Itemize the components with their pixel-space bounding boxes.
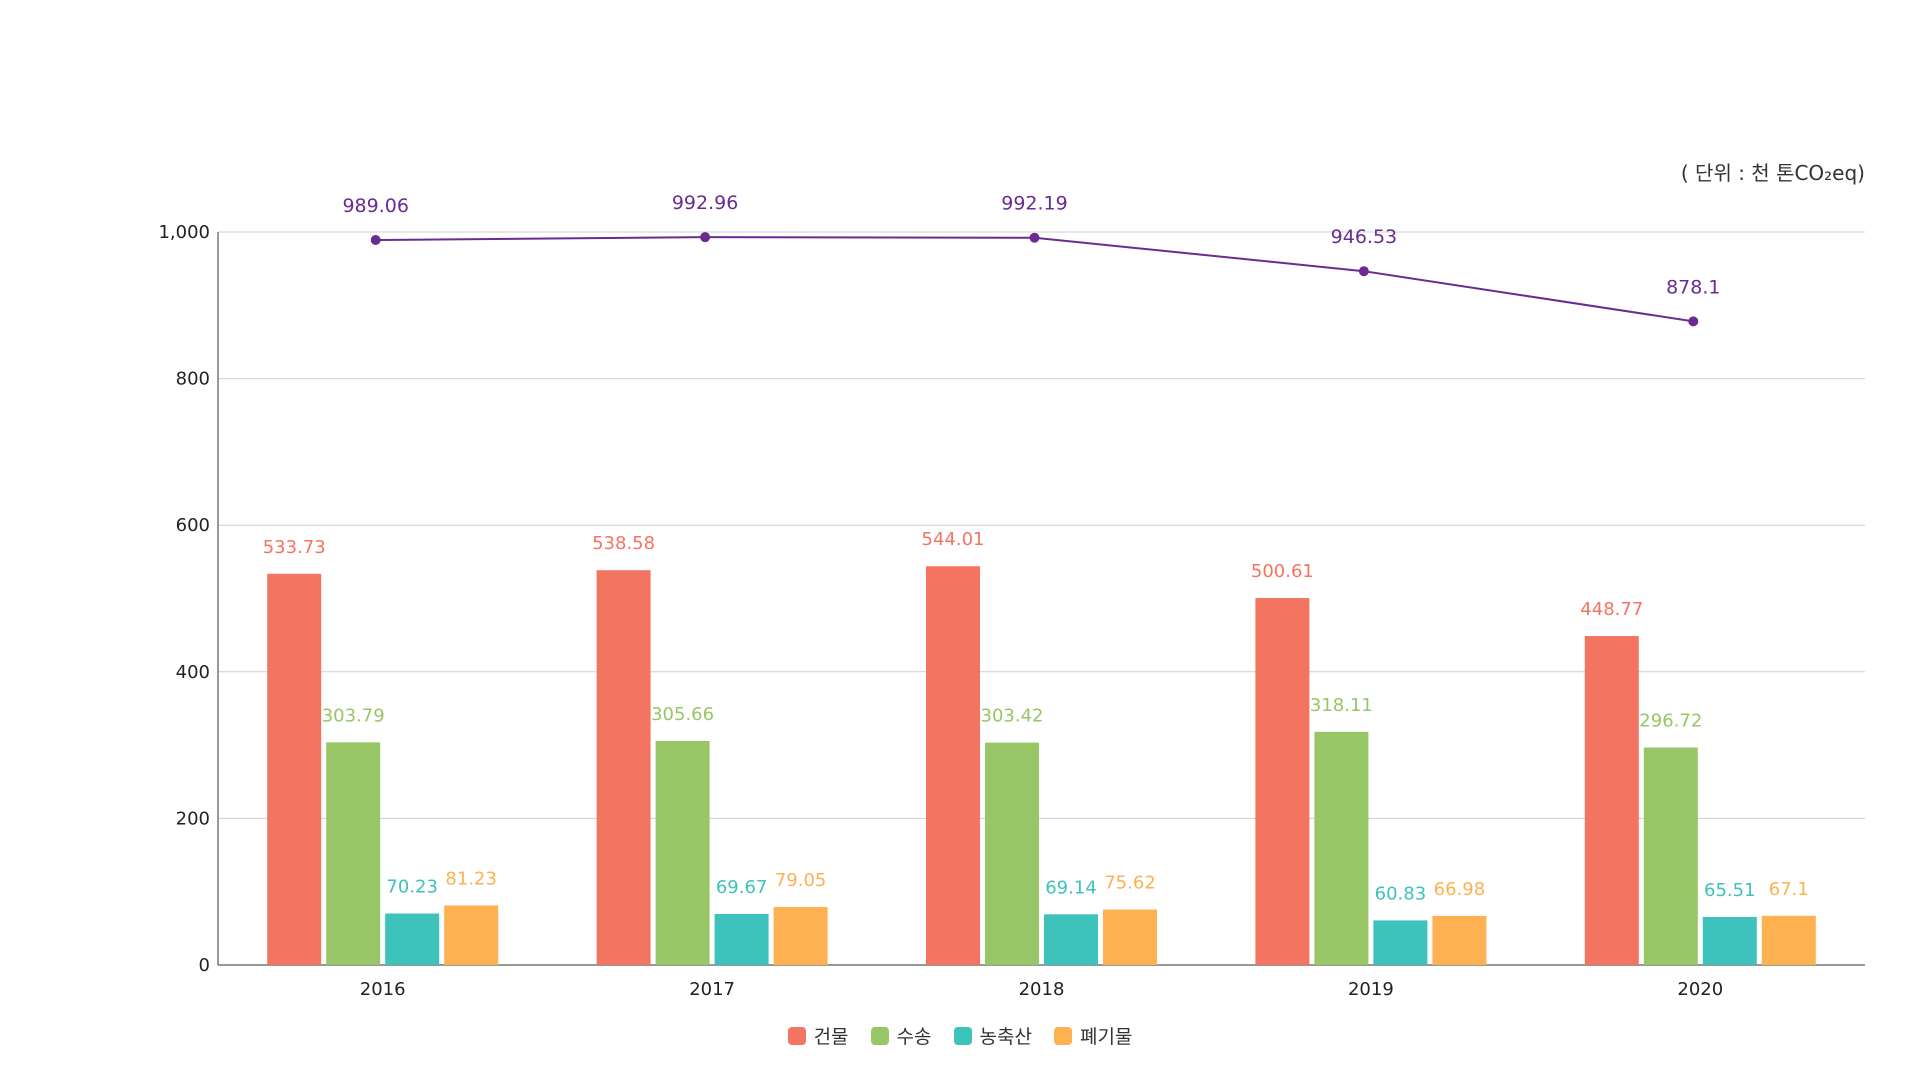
bar-value-label: 79.05 <box>775 870 827 891</box>
bar-2017-수송 <box>655 740 710 965</box>
bar-2020-폐기물 <box>1761 915 1816 965</box>
total-value-label: 989.06 <box>342 195 408 217</box>
bar-2016-건물 <box>267 573 322 965</box>
legend-item-agriculture: 농축산 <box>953 1022 1032 1049</box>
y-tick-label: 200 <box>176 808 210 829</box>
legend-swatch-agriculture <box>953 1026 972 1045</box>
total-value-label: 992.96 <box>672 192 738 214</box>
bar-value-label: 66.98 <box>1434 879 1486 900</box>
bar-2020-농축산 <box>1702 916 1757 965</box>
bar-value-label: 69.67 <box>716 877 768 898</box>
bar-value-label: 67.1 <box>1769 879 1809 900</box>
unit-label: ( 단위 : 천 톤CO₂eq) <box>1681 161 1865 185</box>
x-tick-label: 2016 <box>360 979 406 1000</box>
bar-2020-수송 <box>1643 747 1698 965</box>
total-point-2019 <box>1358 266 1369 277</box>
legend-label-agriculture: 농축산 <box>979 1026 1032 1048</box>
bar-2018-건물 <box>926 566 980 965</box>
bar-2016-수송 <box>326 742 381 965</box>
x-axis: 2016 2017 2018 2019 2020 <box>360 979 1723 1000</box>
bar-value-label: 538.58 <box>592 533 655 554</box>
total-point-2016 <box>370 235 381 246</box>
legend-item-transport: 수송 <box>870 1022 932 1049</box>
bar-2018-수송 <box>985 742 1039 965</box>
bar-value-label: 448.77 <box>1580 599 1643 620</box>
x-tick-label: 2020 <box>1677 979 1723 1000</box>
bar-value-label: 69.14 <box>1045 877 1097 898</box>
bar-value-label: 75.62 <box>1104 873 1156 894</box>
x-tick-label: 2017 <box>689 979 735 1000</box>
bar-2020-건물 <box>1584 636 1639 965</box>
y-tick-label: 600 <box>176 515 210 536</box>
bar-value-label: 305.66 <box>651 704 714 725</box>
y-tick-label: 800 <box>176 369 210 390</box>
bar-value-label: 533.73 <box>263 537 326 558</box>
y-tick-label: 400 <box>176 662 210 683</box>
total-value-label: 878.1 <box>1666 276 1720 298</box>
bar-2017-폐기물 <box>773 907 828 965</box>
total-line: 989.06 992.96 992.19 946.53 878.1 <box>342 192 1721 327</box>
bar-value-label: 303.79 <box>322 705 385 726</box>
bar-value-label: 296.72 <box>1639 711 1702 732</box>
bar-2017-건물 <box>596 570 651 965</box>
legend-swatch-transport <box>870 1026 889 1045</box>
bar-value-label: 60.83 <box>1375 883 1427 904</box>
bar-2017-농축산 <box>714 913 769 965</box>
total-point-2018 <box>1029 232 1040 243</box>
legend-label-building: 건물 <box>813 1026 849 1048</box>
legend: 건물 수송 농축산 폐기물 <box>0 1022 1920 1049</box>
y-tick-label: 1,000 <box>158 222 210 243</box>
bar-value-label: 500.61 <box>1251 561 1314 582</box>
total-point-2020 <box>1688 316 1699 327</box>
bar-2019-건물 <box>1255 598 1310 965</box>
bar-2019-농축산 <box>1373 920 1428 965</box>
y-axis: 0 200 400 600 800 1,000 <box>158 222 219 976</box>
total-point-2017 <box>700 232 711 243</box>
bar-labels: 533.73 538.58 544.01 500.61 448.77 303.79 305.… <box>263 529 1809 904</box>
legend-label-waste: 폐기물 <box>1079 1026 1133 1048</box>
bar-2019-폐기물 <box>1432 915 1487 965</box>
x-tick-label: 2019 <box>1348 979 1394 1000</box>
bar-value-label: 65.51 <box>1704 880 1756 901</box>
bar-2019-수송 <box>1314 731 1369 965</box>
y-tick-label: 0 <box>199 955 210 976</box>
bar-2018-농축산 <box>1044 914 1098 965</box>
bar-value-label: 318.11 <box>1310 695 1373 716</box>
bar-2018-폐기물 <box>1103 909 1157 965</box>
legend-item-waste: 폐기물 <box>1053 1022 1133 1049</box>
total-value-label: 946.53 <box>1331 226 1397 248</box>
legend-swatch-building <box>787 1026 806 1045</box>
bar-value-label: 303.42 <box>981 706 1044 727</box>
legend-item-building: 건물 <box>787 1022 849 1049</box>
bar-2016-농축산 <box>385 913 440 965</box>
bar-value-label: 544.01 <box>922 529 985 550</box>
bar-value-label: 81.23 <box>445 868 497 889</box>
bar-value-label: 70.23 <box>386 877 438 898</box>
bar-2016-폐기물 <box>444 905 499 965</box>
bars <box>267 566 1816 965</box>
total-line-path <box>375 236 1694 323</box>
x-tick-label: 2018 <box>1019 979 1065 1000</box>
legend-label-transport: 수송 <box>896 1026 932 1048</box>
legend-swatch-waste <box>1053 1026 1072 1045</box>
total-value-label: 992.19 <box>1001 193 1067 215</box>
